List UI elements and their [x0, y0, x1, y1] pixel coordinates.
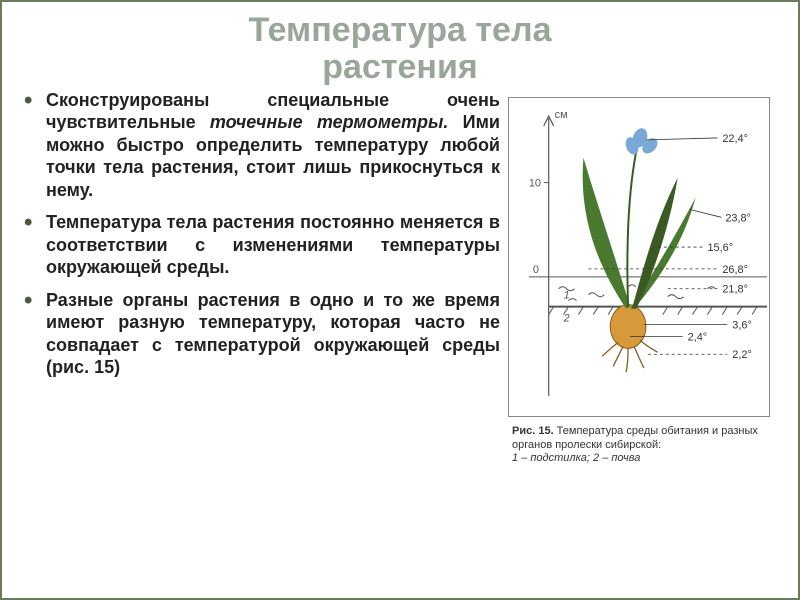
temp-label: 3,6°: [732, 319, 752, 331]
list-item: Температура тела растения постоянно меня…: [24, 211, 500, 279]
temp-label: 23,8°: [725, 212, 751, 224]
axis-label-cm: см: [555, 109, 568, 121]
list-item: Сконструированы специальные очень чувств…: [24, 89, 500, 202]
figure-column: см 10 0: [508, 89, 778, 466]
caption-legend-1: 1 – подстилка;: [512, 452, 593, 464]
title-line-2: растения: [322, 48, 477, 86]
bullet-column: Сконструированы специальные очень чувств…: [24, 89, 508, 466]
bullet-list: Сконструированы специальные очень чувств…: [24, 89, 500, 379]
list-item: Разные органы растения в одно и то же вр…: [24, 289, 500, 379]
legend-mark-2: 2: [563, 312, 570, 324]
temp-label: 2,4°: [688, 331, 708, 343]
plant-diagram-svg: см 10 0: [509, 98, 769, 416]
legend-mark-1: 1: [564, 289, 570, 301]
temp-label: 21,8°: [722, 284, 748, 296]
content-row: Сконструированы специальные очень чувств…: [2, 89, 798, 466]
temp-label: 15,6°: [707, 242, 733, 254]
figure-caption: Рис. 15. Температура среды обитания и ра…: [508, 417, 778, 466]
tick-label: 0: [533, 264, 539, 276]
temp-label: 22,4°: [722, 133, 748, 145]
temp-label: 2,2°: [732, 349, 752, 361]
figure-box: см 10 0: [508, 97, 770, 417]
title-line-1: Температура тела: [249, 11, 552, 49]
slide-title: Температура тела растения: [2, 2, 798, 89]
caption-bold: Рис. 15.: [512, 425, 554, 437]
caption-legend-2: 2 – почва: [593, 452, 640, 464]
tick-label: 10: [529, 177, 541, 189]
temp-label: 26,8°: [722, 264, 748, 276]
